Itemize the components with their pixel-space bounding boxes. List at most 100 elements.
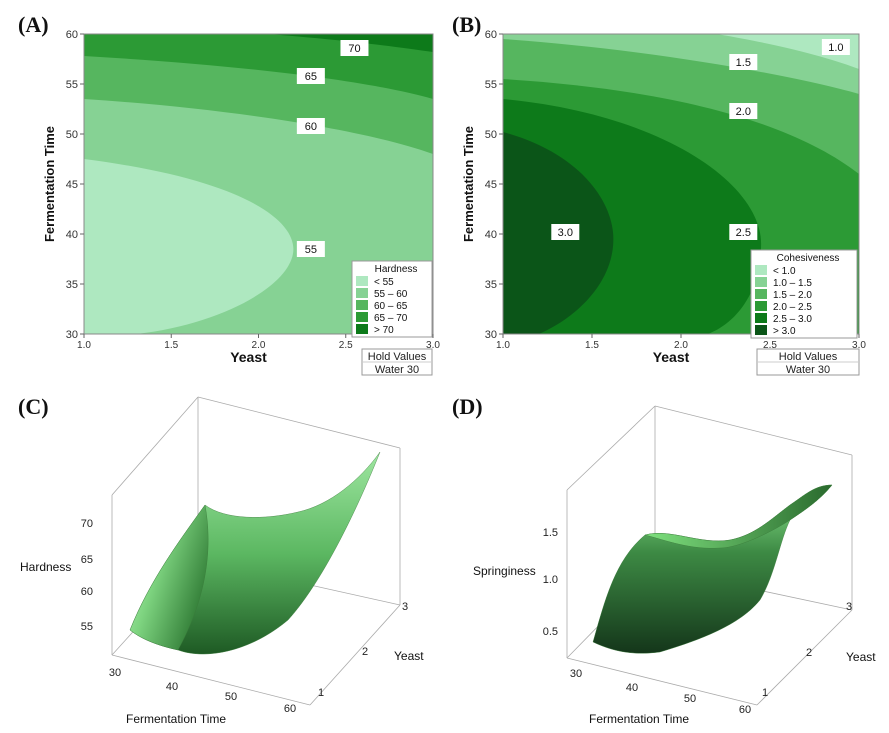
- panel-a-x-axis-label: Yeast: [230, 349, 267, 365]
- panel-d-surface-patch: [644, 484, 833, 549]
- panel-d-y-tick-label: 3: [846, 601, 852, 613]
- panel-c-x-tick-label: 60: [284, 703, 296, 715]
- panel-a-contour-label: 65: [305, 71, 317, 83]
- panel-b-x-axis-label: Yeast: [653, 349, 690, 365]
- panel-a-x-tick-label: 1.0: [77, 340, 91, 351]
- panel-d-z-axis-label: Springiness: [473, 564, 536, 578]
- panel-d-x-tick-label: 30: [570, 668, 582, 680]
- panel-a-y-tick-label: 30: [66, 329, 78, 341]
- panel-b-legend-swatch: [755, 277, 767, 287]
- panel-a-x-tick-label: 3.0: [426, 340, 440, 351]
- panel-d-y-axis-label: Yeast: [846, 650, 876, 664]
- panel-d-x-axis-label: Fermentation Time: [589, 712, 689, 726]
- panel-b-legend-swatch: [755, 289, 767, 299]
- panel-a-legend-label: 65 – 70: [374, 313, 408, 324]
- panel-a-legend-swatch: [356, 300, 368, 310]
- panel-a-contour-label-box: [296, 118, 325, 134]
- panel-b-contour-label-box: [729, 54, 758, 70]
- panel-a-contour-label: 70: [348, 43, 360, 55]
- panel-d-box-edge: [756, 609, 853, 706]
- panel-b-contour-label: 1.0: [828, 42, 843, 54]
- panel-b-legend-swatch: [755, 301, 767, 311]
- panel-b-legend-title: Cohesiveness: [777, 253, 840, 264]
- panel-d-x-tick-label: 50: [684, 693, 696, 705]
- panel-d-box-edge: [566, 405, 656, 491]
- panel-a-legend-label: > 70: [374, 325, 394, 336]
- panel-d-y-tick-label: 2: [806, 647, 812, 659]
- panel-a-legend-swatch: [356, 312, 368, 322]
- surface-plot-springiness: 0.5 1.0 1.5 30 40 50 60 1 2 3 Springiness Fermentat…: [473, 405, 876, 726]
- panel-b-contour-label-box: [729, 224, 758, 240]
- panel-d-y-tick-label: 1: [762, 687, 768, 699]
- panel-b-hold-values-value: Water 30: [786, 364, 830, 376]
- panel-b-contour-label-box: [821, 39, 850, 55]
- panel-c-x-tick-label: 50: [225, 691, 237, 703]
- panel-a-legend-swatch: [356, 324, 368, 334]
- panel-b-hold-values-title: Hold Values: [779, 351, 838, 363]
- panel-a-y-tick-label: 60: [66, 29, 78, 41]
- panel-c-box-edge: [111, 396, 199, 496]
- panel-c-x-tick-label: 40: [166, 681, 178, 693]
- panel-d-box-edge: [566, 657, 758, 706]
- contour-plot-hardness: 1.0 1.5 2.0 2.5 3.0 30 35 40 45 50 55 60 Yeast Fermen…: [42, 29, 440, 376]
- panel-c-z-tick-label: 70: [81, 518, 93, 530]
- panel-b-contour-label-box: [551, 224, 580, 240]
- panel-b-legend-swatch: [755, 325, 767, 335]
- panel-a-y-tick-label: 35: [66, 279, 78, 291]
- panel-b-x-tick-label: 3.0: [852, 340, 866, 351]
- panel-b-y-axis-label: Fermentation Time: [461, 126, 476, 242]
- panel-b-x-tick-label: 2.0: [674, 340, 688, 351]
- panel-b-contour-label: 2.5: [736, 227, 751, 239]
- panel-c-z-tick-label: 60: [81, 586, 93, 598]
- panel-label-b: (B): [452, 12, 482, 37]
- panel-c-y-axis-label: Yeast: [394, 649, 424, 663]
- panel-c-y-tick-label: 1: [318, 687, 324, 699]
- panel-a-bands: [84, 34, 433, 334]
- panel-b-x-tick-label: 2.5: [763, 340, 777, 351]
- panel-c-box-edge: [197, 396, 401, 449]
- panel-b-x-tick-label: 1.0: [496, 340, 510, 351]
- panel-label-d: (D): [452, 394, 483, 419]
- panel-a-contour-label: 55: [305, 244, 317, 256]
- panel-a-band-4: [267, 34, 433, 52]
- panel-b-legend-label: 2.5 – 3.0: [773, 314, 812, 325]
- panel-a-hold-values-title: Hold Values: [368, 351, 427, 363]
- panel-a-x-tick-label: 2.5: [339, 340, 353, 351]
- panel-b-legend-label: 2.0 – 2.5: [773, 302, 812, 313]
- panel-a-legend-title: Hardness: [375, 264, 418, 275]
- panel-c-x-axis-label: Fermentation Time: [126, 712, 226, 726]
- panel-a-y-axis-label: Fermentation Time: [42, 126, 57, 242]
- panel-b-legend-label: > 3.0: [773, 326, 796, 337]
- panel-a-y-tick-label: 40: [66, 229, 78, 241]
- panel-d-x-tick-label: 60: [739, 704, 751, 716]
- panel-b-legend-box: [750, 249, 858, 339]
- panel-c-surface-patch: [129, 504, 209, 651]
- panel-a-contour-label: 60: [305, 121, 317, 133]
- panel-b-y-tick-label: 45: [485, 179, 497, 191]
- panel-b-y-tick-label: 40: [485, 229, 497, 241]
- panel-b-contour-label-box: [729, 103, 758, 119]
- panel-b-y-tick-label: 50: [485, 129, 497, 141]
- panel-d-z-tick-label: 1.5: [543, 527, 558, 539]
- panel-b-contour-label: 2.0: [736, 106, 751, 118]
- panel-d-x-tick-label: 40: [626, 682, 638, 694]
- panel-label-a: (A): [18, 12, 49, 37]
- panel-b-legend-swatch: [755, 313, 767, 323]
- panel-c-y-tick-label: 2: [362, 646, 368, 658]
- panel-d-box-edge: [654, 405, 853, 456]
- panel-c-x-tick-label: 30: [109, 667, 121, 679]
- panel-a-x-tick-label: 2.0: [252, 340, 266, 351]
- surface-plot-hardness: 55 60 65 70 30 40 50 60 1 2 3 Hardness Fermentation …: [20, 396, 424, 726]
- panel-a-legend-label: < 55: [374, 277, 394, 288]
- panel-b-y-tick-label: 55: [485, 79, 497, 91]
- contour-plot-cohesiveness: 1.0 1.5 2.0 2.5 3.0 30 35 40 45 50 55 60 Yeast Fermen…: [461, 29, 866, 376]
- panel-b-legend-swatch: [755, 265, 767, 275]
- panel-b-legend-label: 1.5 – 2.0: [773, 290, 812, 301]
- panel-c-z-tick-label: 65: [81, 554, 93, 566]
- panel-a-x-tick-label: 1.5: [164, 340, 178, 351]
- panel-d-z-tick-label: 0.5: [543, 626, 558, 638]
- panel-c-box-edge: [309, 604, 401, 706]
- panel-b-legend-label: < 1.0: [773, 266, 796, 277]
- panel-a-contour-label-box: [340, 40, 369, 56]
